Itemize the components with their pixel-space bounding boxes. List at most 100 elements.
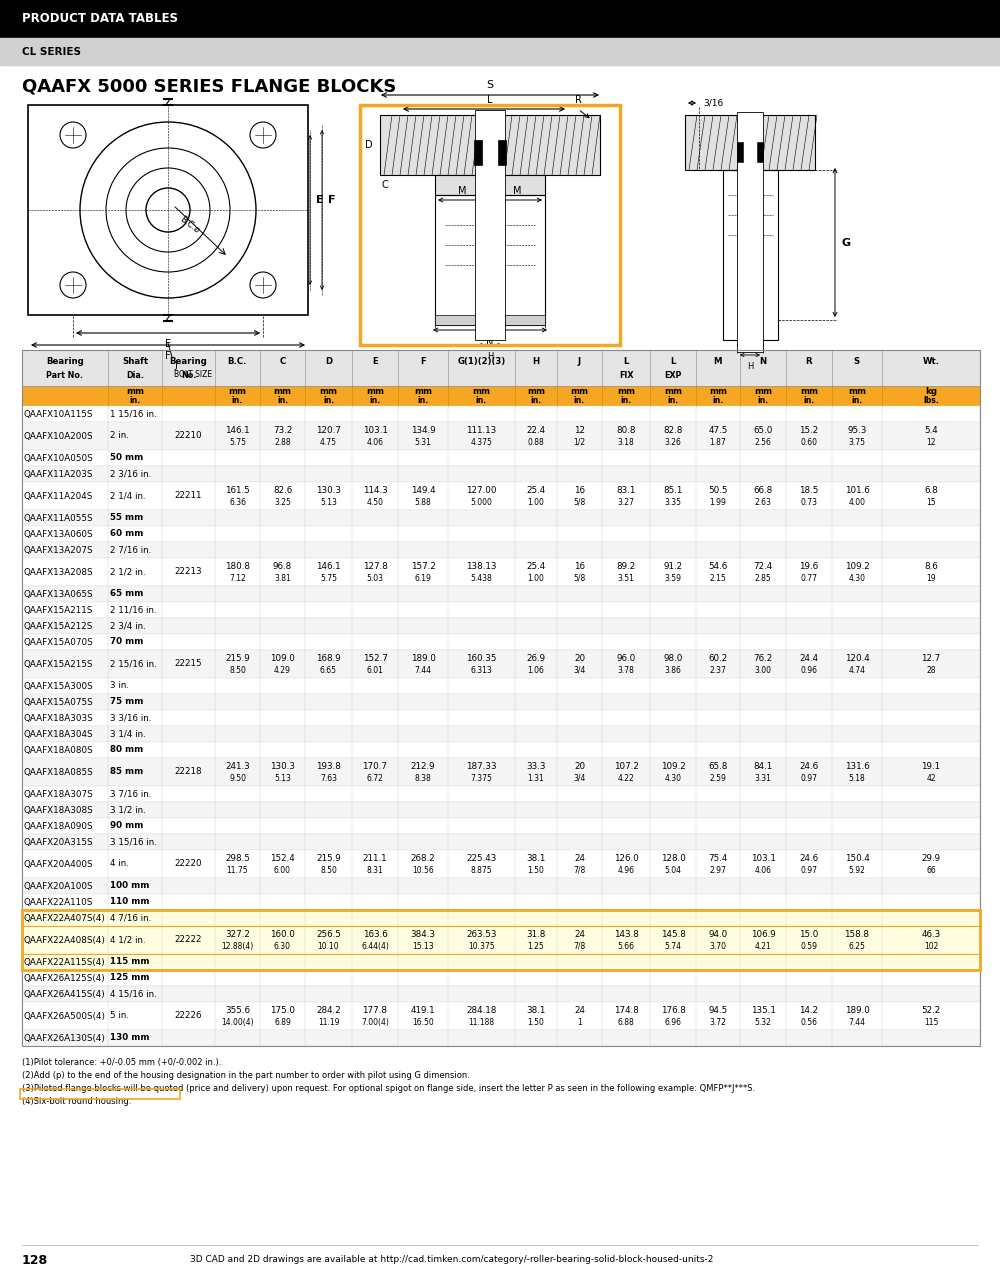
Text: 94.0: 94.0: [708, 929, 728, 940]
Bar: [22, 742, 980, 758]
Text: 8.6: 8.6: [924, 562, 938, 571]
Text: 3 in.: 3 in.: [110, 681, 129, 690]
Text: No.: No.: [181, 371, 196, 380]
Text: 4.375: 4.375: [471, 438, 492, 447]
Text: 3.72: 3.72: [710, 1018, 726, 1027]
Text: QAAFX26A130S(4): QAAFX26A130S(4): [24, 1033, 106, 1042]
Bar: [22, 1002, 980, 1030]
Text: 126.0: 126.0: [614, 854, 638, 863]
Text: 101.6: 101.6: [845, 486, 869, 495]
Text: in.: in.: [757, 396, 769, 404]
Text: 215.9: 215.9: [225, 654, 250, 663]
Text: QAAFX13A207S: QAAFX13A207S: [24, 545, 94, 554]
Text: 298.5: 298.5: [225, 854, 250, 863]
Text: 120.4: 120.4: [845, 654, 869, 663]
Text: 55 mm: 55 mm: [110, 513, 143, 522]
Text: 8.50: 8.50: [320, 865, 337, 874]
Text: 6.96: 6.96: [664, 1018, 682, 1027]
Text: 1/2: 1/2: [573, 438, 586, 447]
Text: 16.50: 16.50: [412, 1018, 434, 1027]
Text: D: D: [365, 140, 373, 150]
Bar: [22, 406, 980, 422]
Bar: [474, 140, 482, 165]
Text: kg: kg: [925, 387, 937, 396]
Text: 12: 12: [574, 426, 585, 435]
Text: 103.1: 103.1: [363, 426, 387, 435]
Text: 76.2: 76.2: [753, 654, 773, 663]
Text: 2 3/16 in.: 2 3/16 in.: [110, 470, 151, 479]
Text: 66: 66: [926, 865, 936, 874]
Bar: [22, 1030, 980, 1046]
Bar: [22, 586, 980, 602]
Text: QAAFX15A212S: QAAFX15A212S: [24, 622, 93, 631]
Text: 2.59: 2.59: [710, 773, 726, 782]
Text: in.: in.: [620, 396, 632, 404]
Text: N: N: [759, 357, 767, 366]
Text: F: F: [328, 195, 336, 205]
Text: QAAFX10A050S: QAAFX10A050S: [24, 453, 94, 462]
Text: (2)Add (p) to the end of the housing designation in the part number to order wit: (2)Add (p) to the end of the housing des…: [22, 1071, 470, 1080]
Bar: [22, 726, 980, 742]
Text: 5 in.: 5 in.: [110, 1011, 129, 1020]
Text: 158.8: 158.8: [844, 929, 870, 940]
Text: QAAFX15A075S: QAAFX15A075S: [24, 698, 94, 707]
Text: 212.9: 212.9: [411, 762, 435, 771]
Text: 146.1: 146.1: [316, 562, 341, 571]
Text: 15: 15: [926, 498, 936, 507]
Text: C: C: [279, 357, 286, 366]
Bar: [22, 650, 980, 678]
Text: 107.2: 107.2: [614, 762, 638, 771]
Text: 152.7: 152.7: [363, 654, 387, 663]
Text: mm: mm: [274, 387, 292, 396]
Text: 4.29: 4.29: [274, 666, 291, 675]
Text: 160.35: 160.35: [466, 654, 497, 663]
Text: lbs.: lbs.: [923, 396, 939, 404]
Text: 52.2: 52.2: [921, 1006, 941, 1015]
Text: 1.50: 1.50: [528, 1018, 544, 1027]
Bar: [22, 758, 980, 786]
Text: (1)Pilot tolerance: +0/-0.05 mm (+0/-0.002 in.).: (1)Pilot tolerance: +0/-0.05 mm (+0/-0.0…: [22, 1059, 221, 1068]
Bar: [435, 175, 545, 195]
Text: 163.6: 163.6: [363, 929, 387, 940]
Text: 130.3: 130.3: [270, 762, 295, 771]
Text: G: G: [841, 238, 850, 247]
Text: 65.8: 65.8: [708, 762, 728, 771]
Text: 3 7/16 in.: 3 7/16 in.: [110, 790, 151, 799]
Text: (4)Six-bolt round housing.: (4)Six-bolt round housing.: [22, 1097, 131, 1106]
Text: 0.59: 0.59: [800, 942, 818, 951]
Text: 5.18: 5.18: [849, 773, 865, 782]
Text: 85 mm: 85 mm: [110, 768, 143, 777]
Text: BOLT SIZE: BOLT SIZE: [174, 370, 212, 379]
Text: H: H: [487, 352, 493, 361]
Bar: [380, 115, 600, 175]
Bar: [685, 115, 815, 170]
Text: 125 mm: 125 mm: [110, 974, 150, 983]
Text: 22226: 22226: [175, 1011, 202, 1020]
Text: in.: in.: [667, 396, 679, 404]
Text: M: M: [458, 186, 467, 196]
Bar: [22, 925, 980, 954]
Text: 284.18: 284.18: [466, 1006, 497, 1015]
Text: QAAFX26A125S(4): QAAFX26A125S(4): [24, 974, 106, 983]
Text: L: L: [623, 357, 629, 366]
Text: 3.27: 3.27: [618, 498, 634, 507]
Text: 384.3: 384.3: [411, 929, 436, 940]
Text: E: E: [165, 339, 171, 349]
Text: 5.13: 5.13: [320, 498, 337, 507]
Text: 94.5: 94.5: [708, 1006, 728, 1015]
Text: 4.75: 4.75: [320, 438, 337, 447]
Text: M: M: [513, 186, 522, 196]
Text: 170.7: 170.7: [362, 762, 388, 771]
Text: 90 mm: 90 mm: [110, 822, 143, 831]
Text: 84.1: 84.1: [753, 762, 773, 771]
Text: S: S: [854, 357, 860, 366]
Text: QAAFX15A070S: QAAFX15A070S: [24, 637, 94, 646]
Text: 15.13: 15.13: [412, 942, 434, 951]
Bar: [22, 835, 980, 850]
Text: in.: in.: [530, 396, 542, 404]
Text: B.C.: B.C.: [228, 357, 247, 366]
Text: Wt.: Wt.: [922, 357, 940, 366]
Text: 4.06: 4.06: [366, 438, 384, 447]
Text: 89.2: 89.2: [616, 562, 636, 571]
Text: 11.75: 11.75: [227, 865, 248, 874]
